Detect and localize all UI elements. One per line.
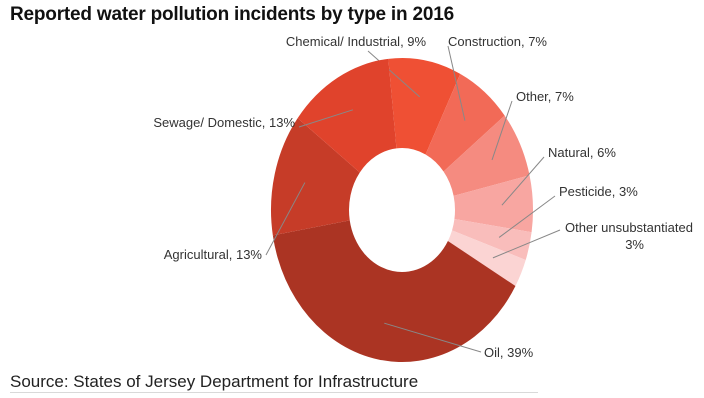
donut-slice-6 [447, 230, 526, 286]
donut-slice-9 [297, 58, 397, 173]
leader-line-7 [384, 322, 482, 353]
donut-slice-7 [272, 220, 516, 362]
slice-label-2: Construction, 7% [448, 34, 547, 49]
chart-title: Reported water pollution incidents by ty… [10, 4, 454, 25]
donut-slice-1 [388, 57, 461, 155]
source-divider [10, 392, 538, 393]
leader-line-4 [501, 156, 545, 206]
leader-line-5 [498, 195, 556, 238]
leader-line-8 [265, 182, 306, 256]
slice-label-1: Chemical/ Industrial, 9% [286, 34, 427, 49]
leader-line-1 [367, 50, 421, 98]
donut-slice-8 [271, 118, 360, 236]
leader-line-9 [298, 109, 354, 128]
slice-label-3: Other, 7% [516, 89, 574, 104]
slice-label-4: Natural, 6% [548, 145, 616, 160]
donut-slice-3 [443, 115, 530, 196]
slice-label-5: Pesticide, 3% [559, 184, 638, 199]
slice-label-6-line2: 3% [625, 237, 644, 252]
donut-slice-2 [425, 73, 505, 172]
slice-label-7: Oil, 39% [484, 345, 534, 360]
leader-line-2 [447, 45, 466, 121]
leader-line-3 [491, 100, 513, 161]
slice-label-8: Agricultural, 13% [164, 247, 263, 262]
leader-line-6 [492, 229, 561, 259]
source-note: Source: States of Jersey Department for … [10, 372, 419, 391]
slice-label-9: Sewage/ Domestic, 13% [153, 115, 295, 130]
slice-label-6: Other unsubstantiated [565, 220, 693, 235]
donut-slice-4 [453, 175, 533, 233]
